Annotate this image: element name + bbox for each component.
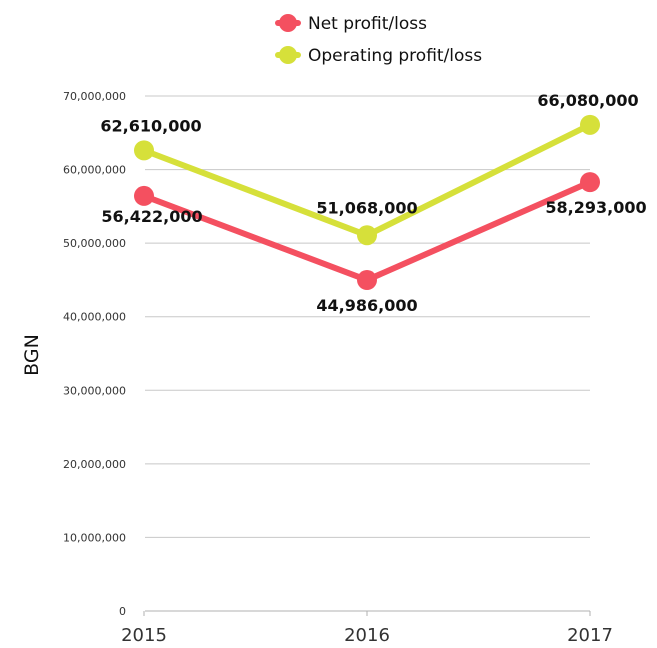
data-label: 66,080,000 [537,91,638,110]
data-label: 51,068,000 [316,198,417,217]
legend-item-net: Net profit/loss [275,14,427,34]
legend-label-operating: Operating profit/loss [308,46,482,66]
series-net-profit [134,172,600,291]
legend-swatch-net-marker [279,14,297,32]
y-tick-label: 70,000,000 [63,90,126,103]
data-labels: 56,422,000 44,986,000 58,293,000 62,610,000… [100,91,646,315]
series-operating-profit [134,114,600,246]
y-tick-label: 10,000,000 [63,531,126,544]
y-axis-ticks: 0 10,000,000 20,000,000 30,000,000 40,000,00… [63,90,126,618]
data-point [134,140,154,161]
x-tick-label: 2016 [344,625,390,646]
y-tick-label: 30,000,000 [63,384,126,397]
legend-label-net: Net profit/loss [308,14,427,34]
data-point [580,114,600,135]
legend-item-operating: Operating profit/loss [275,46,482,66]
y-axis-title: BGN [21,334,43,376]
data-point [134,185,154,206]
y-tick-label: 60,000,000 [63,164,126,177]
legend: Net profit/loss Operating profit/loss [275,14,482,66]
y-tick-label: 50,000,000 [63,237,126,250]
gridlines [145,95,590,538]
x-axis: 2015 2016 2017 [121,610,613,646]
data-point [357,270,377,291]
y-tick-label: 40,000,000 [63,311,126,324]
data-label: 58,293,000 [545,198,646,217]
y-tick-label: 0 [119,605,126,618]
data-label: 56,422,000 [101,207,202,226]
series-group [134,114,600,291]
x-tick-label: 2015 [121,625,167,646]
data-label: 44,986,000 [316,296,417,315]
y-tick-label: 20,000,000 [63,458,126,471]
legend-swatch-operating-marker [279,46,297,64]
data-point [580,172,600,193]
data-label: 62,610,000 [100,116,201,135]
data-point [357,225,377,246]
x-tick-label: 2017 [567,625,613,646]
